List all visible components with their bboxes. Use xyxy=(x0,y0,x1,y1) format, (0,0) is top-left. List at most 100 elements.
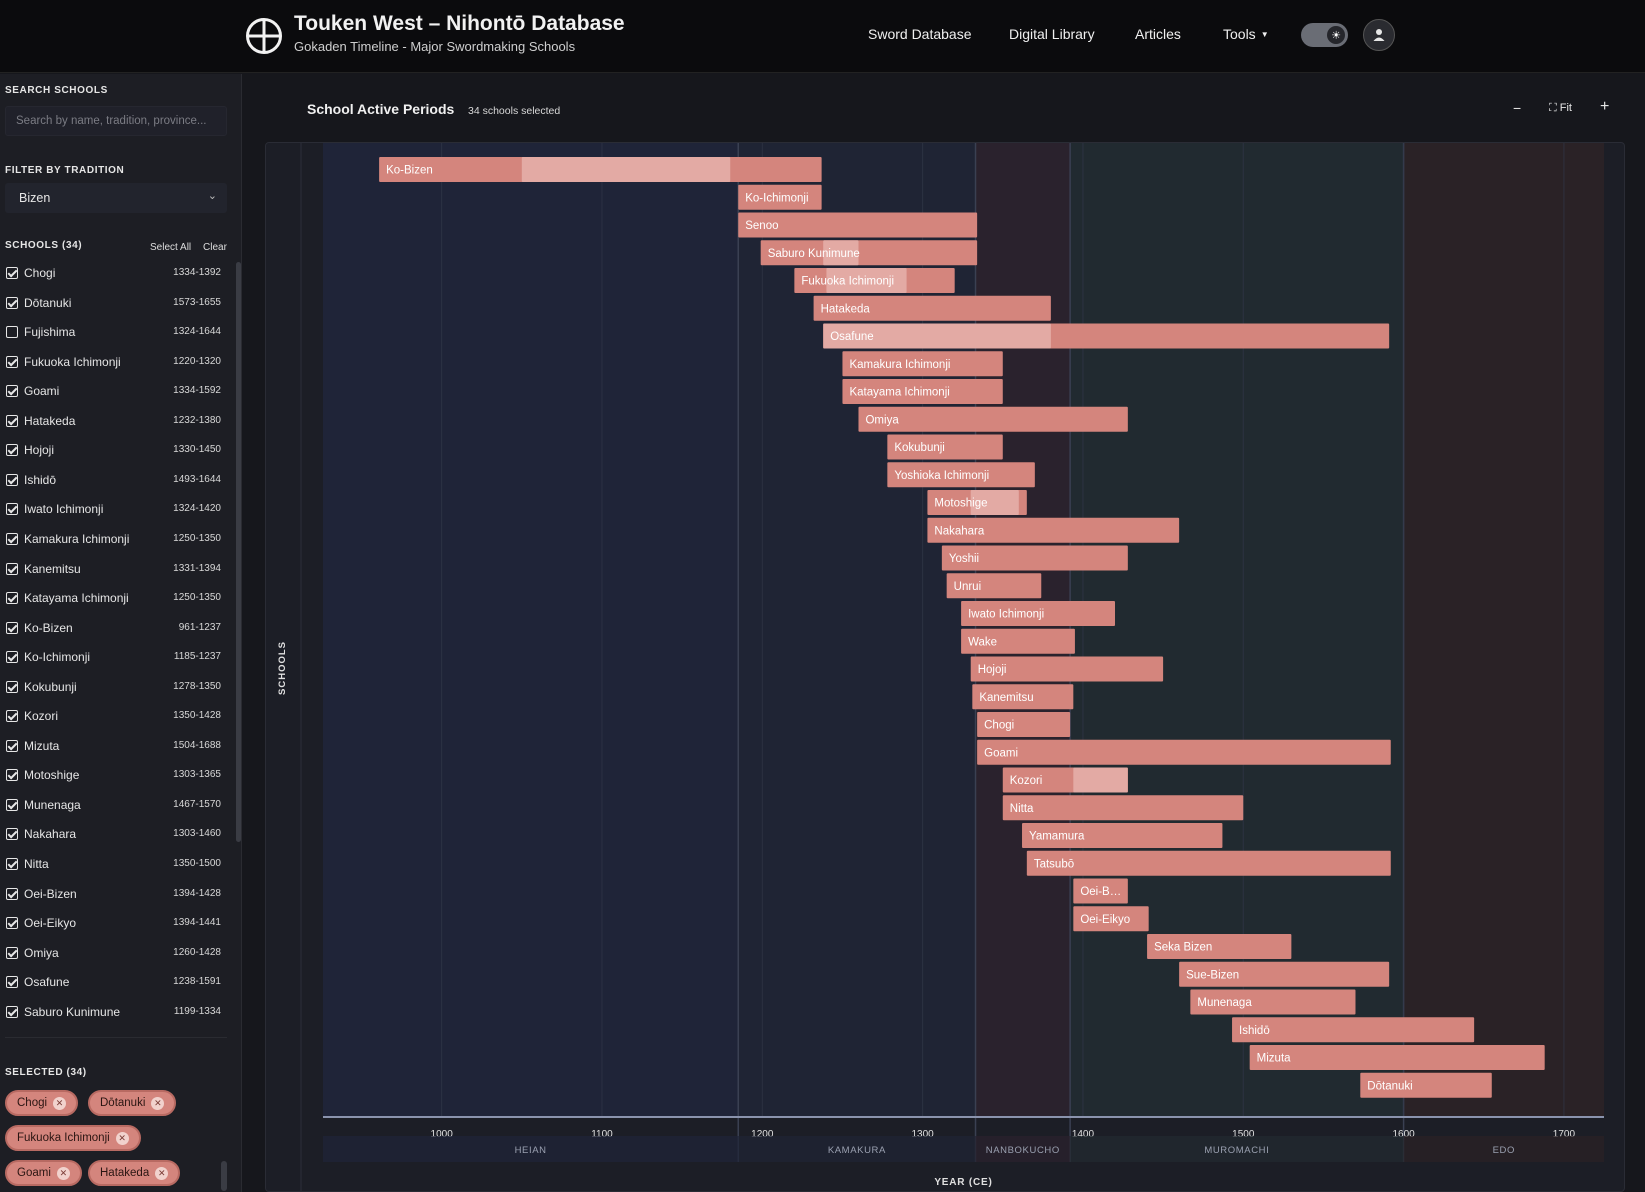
zoom-in-button[interactable]: + xyxy=(1600,98,1610,115)
school-list-item[interactable]: Kozori 1350-1428 xyxy=(0,702,232,732)
school-list-item[interactable]: Omiya 1260-1428 xyxy=(0,939,232,969)
school-bar-peak[interactable] xyxy=(521,157,731,182)
school-bar[interactable] xyxy=(961,628,1075,654)
school-list-item[interactable]: Kanemitsu 1331-1394 xyxy=(0,555,232,585)
selected-chip[interactable]: Chogi ✕ xyxy=(5,1090,79,1116)
school-bar[interactable] xyxy=(970,656,1164,682)
school-list-scrollbar[interactable] xyxy=(236,262,241,842)
school-list-item[interactable]: Mizuta 1504-1688 xyxy=(0,732,232,762)
school-bar[interactable] xyxy=(1026,850,1391,876)
school-bar-peak[interactable] xyxy=(826,268,907,293)
school-bar[interactable] xyxy=(738,184,822,210)
school-bar[interactable] xyxy=(977,739,1391,765)
school-bar[interactable] xyxy=(858,406,1128,432)
school-checkbox[interactable] xyxy=(6,296,18,309)
school-list-item[interactable]: Nakahara 1303-1460 xyxy=(0,820,232,850)
chip-remove-icon[interactable]: ✕ xyxy=(155,1167,169,1180)
school-bar[interactable] xyxy=(842,379,1003,404)
school-checkbox[interactable] xyxy=(6,917,18,930)
school-checkbox[interactable] xyxy=(6,680,18,693)
school-list-item[interactable]: Fujishima 1324-1644 xyxy=(0,318,232,348)
school-bar[interactable] xyxy=(941,545,1128,571)
nav-articles[interactable]: Articles xyxy=(1135,26,1181,42)
chip-remove-icon[interactable]: ✕ xyxy=(56,1167,70,1180)
school-bar[interactable] xyxy=(1179,961,1390,987)
school-checkbox[interactable] xyxy=(6,858,18,870)
school-checkbox[interactable] xyxy=(6,355,18,368)
search-input[interactable] xyxy=(5,106,227,136)
school-list-item[interactable]: Dōtanuki 1573-1655 xyxy=(0,289,232,319)
school-bar[interactable] xyxy=(1360,1072,1492,1098)
school-list-item[interactable]: Fukuoka Ichimonji 1220-1320 xyxy=(0,348,232,378)
school-list-item[interactable]: Ko-Ichimonji 1185-1237 xyxy=(0,643,232,673)
chips-scrollbar[interactable] xyxy=(221,1161,227,1191)
clear-button[interactable]: Clear xyxy=(203,242,227,253)
school-bar[interactable] xyxy=(946,573,1042,599)
school-list-item[interactable]: Motoshige 1303-1365 xyxy=(0,761,232,791)
school-checkbox[interactable] xyxy=(6,621,18,634)
school-checkbox[interactable] xyxy=(6,769,18,782)
school-list-item[interactable]: Katayama Ichimonji 1250-1350 xyxy=(0,584,232,614)
school-checkbox[interactable] xyxy=(6,798,18,811)
school-bar[interactable] xyxy=(1232,1017,1475,1043)
school-bar[interactable] xyxy=(1073,906,1149,932)
school-list-item[interactable]: Oei-Eikyo 1394-1441 xyxy=(0,909,232,939)
school-checkbox[interactable] xyxy=(6,887,18,900)
school-checkbox[interactable] xyxy=(6,651,18,664)
school-bar-peak[interactable] xyxy=(1073,767,1128,793)
school-checkbox[interactable] xyxy=(6,444,18,457)
user-avatar-button[interactable] xyxy=(1363,19,1395,51)
school-list-item[interactable]: Oei-Bizen 1394-1428 xyxy=(0,880,232,910)
school-bar[interactable] xyxy=(1073,878,1128,904)
school-checkbox[interactable] xyxy=(6,1005,18,1018)
school-checkbox[interactable] xyxy=(6,414,18,427)
nav-digital-library[interactable]: Digital Library xyxy=(1009,26,1095,42)
school-bar[interactable] xyxy=(972,684,1074,710)
timeline-chart[interactable]: Ko-Bizen Ko-Ichimonji Senoo Saburo Kunimune… xyxy=(266,143,1625,1192)
nav-sword-database[interactable]: Sword Database xyxy=(868,26,972,42)
school-bar[interactable] xyxy=(813,295,1051,321)
school-list-item[interactable]: Ko-Bizen 961-1237 xyxy=(0,614,232,644)
school-bar[interactable] xyxy=(760,240,978,266)
school-bar[interactable] xyxy=(1002,795,1244,821)
school-checkbox[interactable] xyxy=(6,592,18,605)
school-bar[interactable] xyxy=(887,462,1035,488)
fit-button[interactable]: ⛶ Fit xyxy=(1549,102,1572,115)
chip-remove-icon[interactable]: ✕ xyxy=(151,1097,165,1110)
tradition-select[interactable]: Bizen ⌄ xyxy=(5,183,227,213)
school-bar[interactable] xyxy=(842,351,1003,377)
theme-toggle[interactable]: ☀ xyxy=(1301,23,1348,47)
school-bar-peak[interactable] xyxy=(823,323,1051,349)
school-bar-peak[interactable] xyxy=(970,490,1019,515)
school-list-item[interactable]: Saburo Kunimune 1199-1334 xyxy=(0,998,232,1028)
school-bar[interactable] xyxy=(887,434,1003,460)
selected-chip[interactable]: Hatakeda ✕ xyxy=(88,1160,181,1186)
school-checkbox[interactable] xyxy=(6,385,18,398)
school-checkbox[interactable] xyxy=(6,739,18,752)
site-title[interactable]: Touken West – Nihontō Database xyxy=(294,12,625,35)
school-checkbox[interactable] xyxy=(6,503,18,516)
school-list-item[interactable]: Iwato Ichimonji 1324-1420 xyxy=(0,495,232,525)
school-checkbox[interactable] xyxy=(6,946,18,959)
school-bar[interactable] xyxy=(1147,934,1292,959)
school-checkbox[interactable] xyxy=(6,473,18,486)
school-checkbox[interactable] xyxy=(6,326,18,339)
school-checkbox[interactable] xyxy=(6,267,18,279)
school-list-item[interactable]: Kamakura Ichimonji 1250-1350 xyxy=(0,525,232,555)
school-bar[interactable] xyxy=(738,212,978,238)
school-list-item[interactable]: Hatakeda 1232-1380 xyxy=(0,407,232,437)
selected-chip[interactable]: Goami ✕ xyxy=(5,1160,82,1186)
school-list-item[interactable]: Goami 1334-1592 xyxy=(0,377,232,407)
school-bar[interactable] xyxy=(1022,823,1223,848)
school-bar[interactable] xyxy=(1190,989,1356,1015)
school-list-item[interactable]: Kokubunji 1278-1350 xyxy=(0,673,232,703)
school-list-item[interactable]: Chogi 1334-1392 xyxy=(0,259,232,289)
school-bar[interactable] xyxy=(977,712,1071,737)
school-checkbox[interactable] xyxy=(6,976,18,989)
school-list-item[interactable]: Nitta 1350-1500 xyxy=(0,850,232,880)
school-list-item[interactable]: Ishidō 1493-1644 xyxy=(0,466,232,496)
chip-remove-icon[interactable]: ✕ xyxy=(53,1097,67,1110)
school-checkbox[interactable] xyxy=(6,710,18,723)
school-bar[interactable] xyxy=(1249,1045,1545,1070)
school-checkbox[interactable] xyxy=(6,532,18,545)
